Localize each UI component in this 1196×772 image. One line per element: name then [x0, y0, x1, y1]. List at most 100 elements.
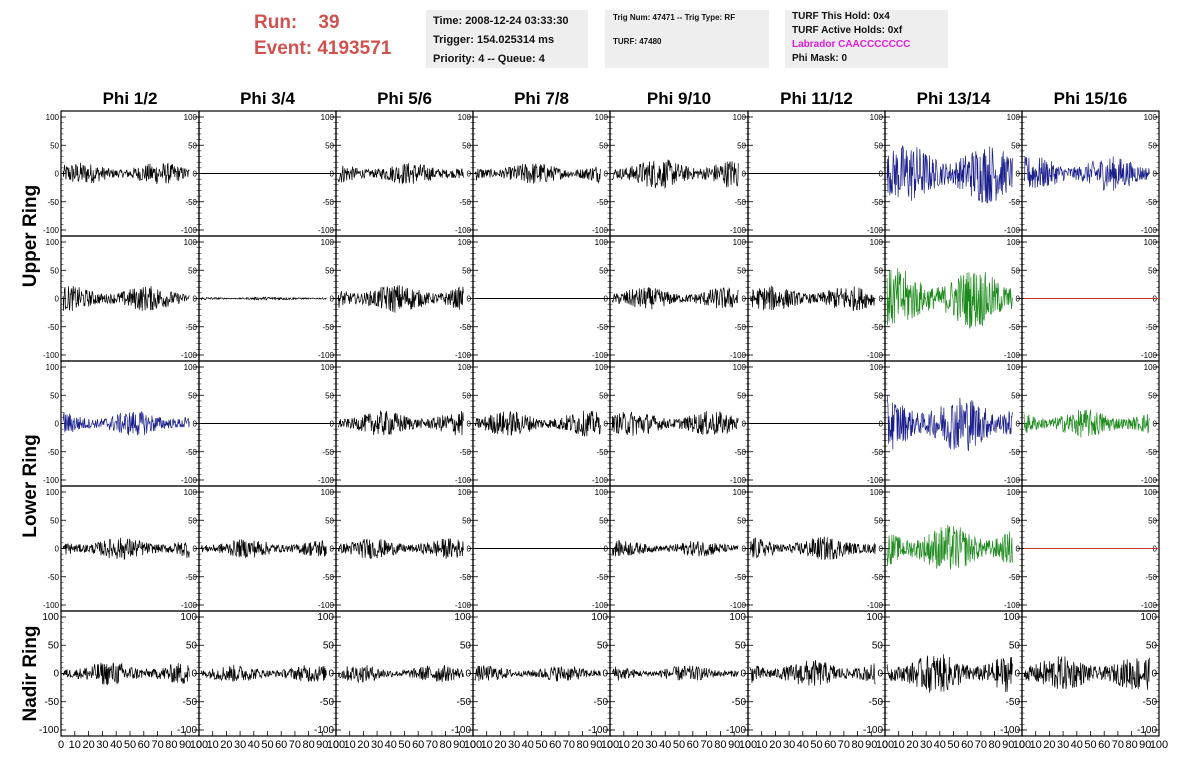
- y-tick-label: 0: [193, 420, 198, 429]
- y-tick-label: 0: [742, 170, 747, 179]
- y-tick-label: 100: [317, 612, 334, 623]
- x-tick-label: 80: [851, 739, 863, 751]
- x-tick-label: 60: [1098, 739, 1110, 751]
- x-tick-label: 50: [261, 739, 273, 751]
- x-tick-label: 90: [590, 739, 602, 751]
- y-tick-label: 50: [188, 266, 197, 275]
- y-tick-label: 100: [1003, 612, 1020, 623]
- y-tick-label: 0: [193, 295, 198, 304]
- y-tick-label: 100: [733, 488, 747, 497]
- y-tick-label: 50: [1146, 640, 1158, 651]
- x-tick-label: 10: [481, 739, 493, 751]
- y-tick-label: -100: [588, 725, 608, 736]
- x-tick-label: 70: [151, 739, 163, 751]
- y-tick-label: 100: [180, 612, 197, 623]
- x-tick-label: 40: [659, 739, 671, 751]
- waveform-line: [200, 296, 327, 301]
- time-info-box: Time: 2008-12-24 03:33:30 Trigger: 154.0…: [426, 10, 588, 68]
- x-tick-label: 100: [876, 739, 894, 751]
- y-tick-label: -100: [39, 725, 59, 736]
- y-tick-label: -100: [43, 476, 60, 485]
- y-tick-label: 50: [325, 391, 334, 400]
- y-tick-label: 50: [188, 391, 197, 400]
- x-tick-label: 10: [893, 739, 905, 751]
- y-tick-label: 100: [184, 238, 198, 247]
- y-tick-label: 100: [1144, 113, 1158, 122]
- x-tick-label: 40: [522, 739, 534, 751]
- y-tick-label: 50: [1148, 141, 1157, 150]
- y-tick-label: -100: [592, 226, 609, 235]
- column-title: Phi 7/8: [514, 89, 569, 108]
- y-tick-label: -50: [871, 323, 883, 332]
- y-tick-label: 0: [330, 295, 335, 304]
- run-label: Run:: [254, 12, 298, 33]
- x-tick-label: 90: [179, 739, 191, 751]
- x-tick-label: 80: [714, 739, 726, 751]
- y-tick-label: -100: [455, 601, 472, 610]
- y-tick-label: -50: [47, 448, 59, 457]
- priority-text: Priority: 4 -- Queue: 4: [433, 53, 545, 65]
- x-tick-label: 40: [248, 739, 260, 751]
- y-tick-label: 50: [872, 640, 884, 651]
- y-tick-label: 0: [193, 170, 198, 179]
- y-tick-label: 100: [458, 363, 472, 372]
- x-tick-label: 0: [882, 739, 888, 751]
- waveform-line: [337, 665, 464, 684]
- column-title: Phi 15/16: [1054, 89, 1128, 108]
- y-tick-label: -100: [1141, 476, 1158, 485]
- y-tick-label: 100: [184, 113, 198, 122]
- y-tick-label: 0: [193, 545, 198, 554]
- y-tick-label: -100: [43, 351, 60, 360]
- column-title: Phi 13/14: [917, 89, 991, 108]
- x-tick-label: 90: [865, 739, 877, 751]
- y-tick-label: 100: [458, 488, 472, 497]
- time-text: Time: 2008-12-24 03:33:30: [433, 15, 569, 27]
- y-tick-label: 50: [1011, 391, 1020, 400]
- y-tick-label: 100: [42, 612, 59, 623]
- y-tick-label: 0: [877, 669, 883, 680]
- y-tick-label: 50: [874, 391, 883, 400]
- y-tick-label: 0: [879, 545, 884, 554]
- y-tick-label: -50: [596, 573, 608, 582]
- y-tick-label: 50: [188, 516, 197, 525]
- x-tick-label: 50: [398, 739, 410, 751]
- x-tick-label: 80: [165, 739, 177, 751]
- y-tick-label: 100: [184, 363, 198, 372]
- x-tick-label: 90: [1139, 739, 1151, 751]
- y-tick-label: 100: [729, 612, 746, 623]
- x-tick-label: 20: [906, 739, 918, 751]
- x-tick-label: 80: [988, 739, 1000, 751]
- y-tick-label: -50: [1006, 697, 1021, 708]
- waveform-line: [474, 665, 601, 682]
- x-tick-label: 80: [302, 739, 314, 751]
- x-tick-label: 100: [601, 739, 619, 751]
- y-tick-label: -50: [871, 448, 883, 457]
- turf-text: TURF: 47480: [613, 37, 662, 46]
- x-tick-label: 20: [769, 739, 781, 751]
- x-tick-label: 60: [138, 739, 150, 751]
- x-tick-label: 50: [124, 739, 136, 751]
- y-tick-label: -50: [185, 573, 197, 582]
- x-tick-label: 70: [975, 739, 987, 751]
- x-tick-label: 100: [464, 739, 482, 751]
- y-tick-label: -100: [177, 725, 197, 736]
- x-tick-label: 80: [1125, 739, 1137, 751]
- y-tick-label: 0: [467, 170, 472, 179]
- y-tick-label: -100: [318, 226, 335, 235]
- y-tick-label: -100: [455, 226, 472, 235]
- y-tick-label: -50: [459, 198, 471, 207]
- phi-mask-text: Phi Mask: 0: [792, 53, 848, 64]
- y-tick-label: 0: [55, 295, 60, 304]
- y-tick-label: 50: [597, 640, 609, 651]
- x-tick-label: 70: [838, 739, 850, 751]
- x-tick-label: 0: [196, 739, 202, 751]
- trigger-text: Trigger: 154.025314 ms: [433, 34, 555, 46]
- y-tick-label: -100: [867, 351, 884, 360]
- y-tick-label: -100: [1004, 601, 1021, 610]
- y-tick-label: 100: [733, 238, 747, 247]
- x-tick-label: 90: [1002, 739, 1014, 751]
- y-tick-label: -50: [1143, 697, 1158, 708]
- x-tick-label: 100: [1013, 739, 1031, 751]
- y-tick-label: -100: [867, 476, 884, 485]
- x-tick-label: 10: [69, 739, 81, 751]
